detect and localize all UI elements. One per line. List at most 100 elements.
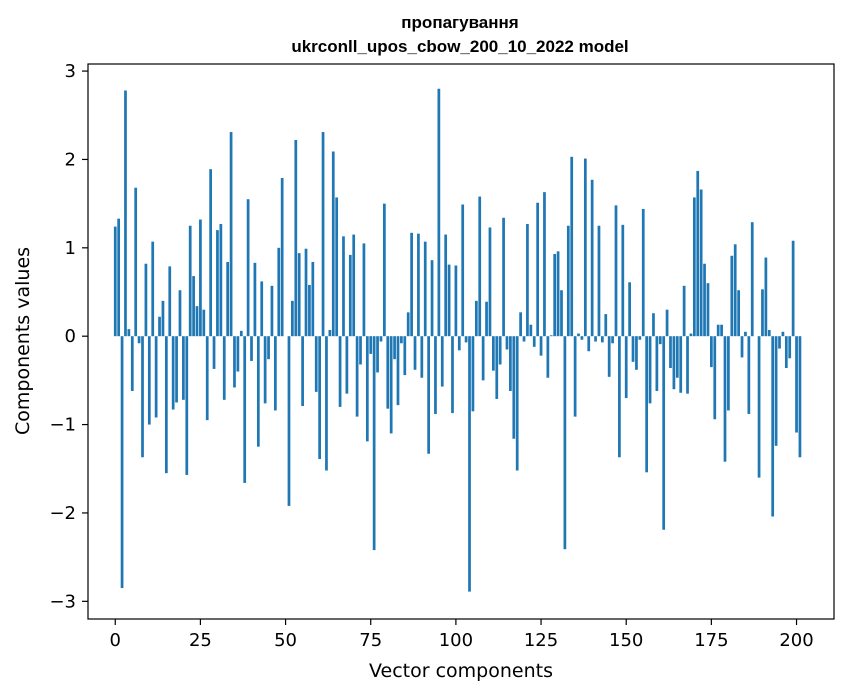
bar-49 — [280, 178, 284, 337]
bar-197 — [784, 336, 788, 369]
bar-88 — [413, 336, 417, 370]
x-axis-label: Vector components — [369, 660, 553, 682]
bar-7 — [137, 336, 141, 344]
bar-200 — [795, 336, 798, 433]
bar-45 — [267, 336, 270, 360]
bar-20 — [182, 336, 185, 400]
bar-171 — [696, 170, 700, 337]
bar-115 — [505, 336, 509, 350]
bar-141 — [594, 336, 597, 342]
bar-65 — [335, 197, 339, 337]
bar-23 — [192, 276, 195, 337]
bar-119 — [519, 312, 522, 337]
bar-108 — [481, 336, 485, 381]
bar-82 — [393, 336, 396, 360]
bar-9 — [144, 263, 148, 337]
bar-14 — [161, 300, 165, 337]
bar-144 — [604, 314, 608, 337]
bar-149 — [621, 224, 625, 337]
bar-131 — [560, 290, 563, 337]
bar-67 — [342, 236, 345, 337]
bar-68 — [345, 336, 349, 394]
bar-127 — [546, 336, 550, 378]
bar-150 — [624, 336, 628, 399]
bar-61 — [321, 132, 325, 337]
bar-96 — [440, 336, 444, 387]
bar-196 — [781, 331, 785, 337]
bar-25 — [199, 219, 202, 337]
bar-126 — [543, 192, 546, 337]
bar-81 — [389, 336, 393, 434]
bar-36 — [236, 336, 240, 372]
bar-80 — [386, 336, 390, 409]
y-tick-label: 2 — [65, 149, 76, 170]
bar-78 — [379, 336, 383, 342]
bar-11 — [151, 241, 155, 337]
bar-146 — [611, 336, 614, 344]
bar-72 — [359, 336, 362, 365]
bar-94 — [434, 336, 437, 414]
bar-155 — [641, 208, 645, 337]
bars-group — [113, 88, 802, 592]
bar-89 — [417, 233, 420, 337]
chart-title-line1: пропагування — [401, 13, 518, 32]
bar-18 — [175, 336, 178, 403]
bar-33 — [226, 261, 230, 337]
bar-163 — [669, 336, 672, 369]
bar-186 — [747, 336, 751, 414]
bar-189 — [757, 336, 761, 478]
bar-182 — [733, 244, 737, 337]
bar-170 — [692, 197, 696, 337]
y-axis: −3 −2 −1 0 1 2 3 — [49, 61, 88, 612]
bar-153 — [635, 336, 638, 370]
bar-76 — [372, 336, 376, 551]
bar-74 — [365, 336, 369, 442]
bar-107 — [478, 196, 482, 337]
bar-194 — [774, 336, 778, 446]
bar-12 — [154, 336, 158, 418]
bar-43 — [260, 281, 264, 337]
bar-51 — [287, 336, 291, 506]
bar-83 — [396, 336, 400, 406]
bar-176 — [713, 336, 717, 420]
bar-123 — [532, 336, 536, 347]
bar-173 — [703, 263, 706, 337]
bar-183 — [737, 290, 740, 337]
bar-56 — [304, 248, 308, 337]
bar-195 — [778, 336, 781, 349]
bar-103 — [464, 336, 468, 343]
bar-121 — [526, 223, 529, 337]
bar-10 — [147, 336, 151, 425]
bar-90 — [420, 336, 424, 378]
x-tick-label: 150 — [609, 630, 643, 651]
bar-122 — [529, 324, 533, 337]
bar-140 — [590, 179, 594, 337]
y-tick-label: 1 — [65, 238, 76, 259]
bar-136 — [577, 333, 580, 337]
bar-64 — [331, 151, 335, 337]
bar-41 — [253, 262, 257, 337]
bar-102 — [461, 204, 465, 337]
bar-19 — [178, 290, 182, 337]
bar-142 — [597, 225, 601, 337]
bar-99 — [451, 336, 454, 414]
bar-180 — [727, 336, 730, 411]
bar-13 — [158, 316, 161, 337]
bar-187 — [750, 222, 754, 337]
bar-159 — [655, 336, 659, 391]
bar-138 — [583, 158, 587, 337]
bar-6 — [134, 187, 138, 337]
bar-191 — [764, 257, 768, 337]
bar-117 — [512, 336, 516, 439]
bar-175 — [710, 336, 713, 368]
bar-168 — [686, 336, 689, 394]
bar-193 — [771, 336, 775, 517]
bar-135 — [573, 336, 577, 417]
bar-129 — [553, 254, 557, 337]
bar-157 — [648, 336, 652, 404]
bar-109 — [485, 301, 488, 337]
bar-40 — [250, 336, 253, 361]
bar-161 — [662, 336, 666, 530]
y-tick-label: −2 — [49, 503, 76, 524]
